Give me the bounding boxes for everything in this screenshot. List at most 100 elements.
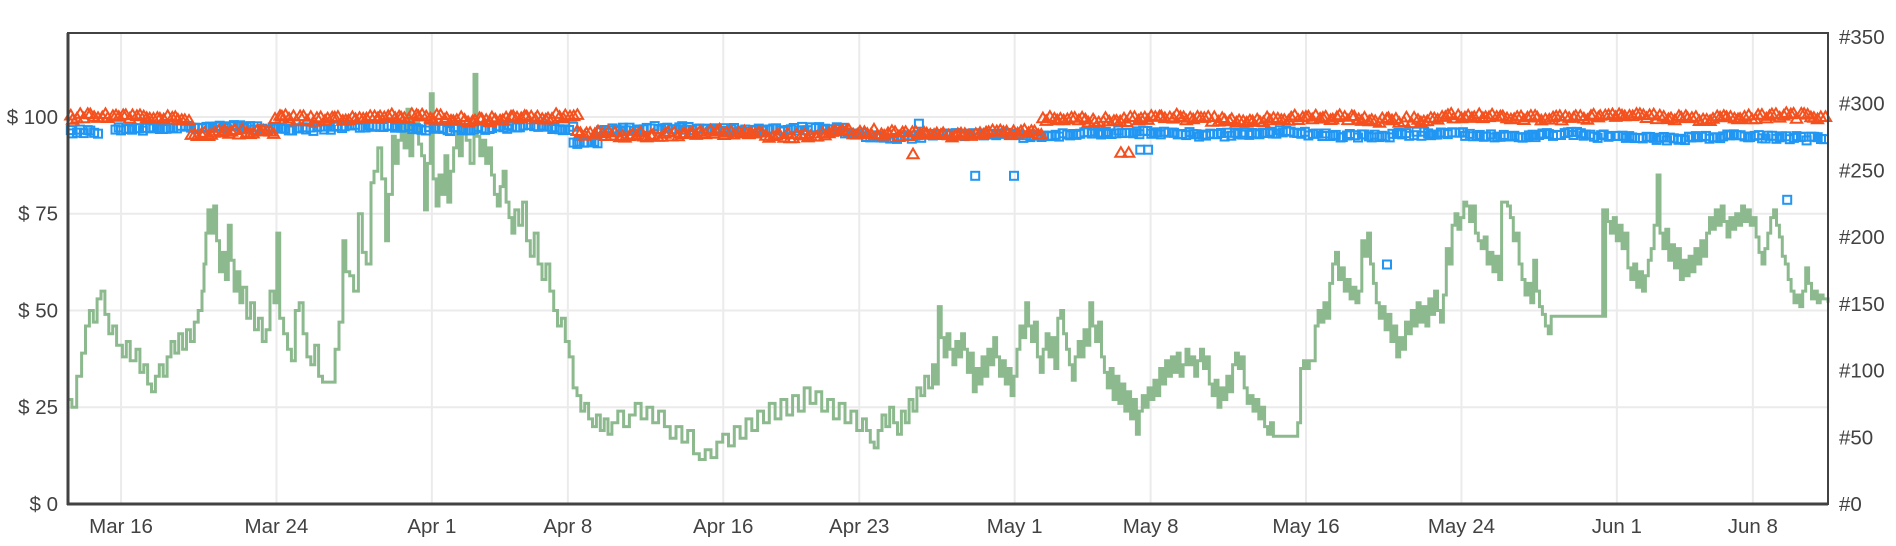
triangle-marker: [1013, 123, 1029, 137]
plot-border: [67, 32, 1829, 505]
triangle-marker: [281, 110, 297, 124]
triangle-marker-series: [63, 105, 1833, 160]
x-axis-tick-label: Jun 8: [1728, 515, 1778, 538]
triangle-marker: [1121, 145, 1137, 158]
triangle-marker: [1440, 107, 1456, 120]
triangle-marker: [794, 127, 809, 141]
triangle-marker: [411, 108, 426, 122]
triangle-marker: [1632, 106, 1648, 119]
triangle-marker: [810, 128, 825, 142]
triangle-marker: [132, 107, 148, 121]
triangle-marker: [857, 124, 872, 137]
triangle-marker: [712, 121, 727, 135]
x-axis-tick-label: May 24: [1428, 515, 1495, 538]
triangle-marker: [1357, 110, 1372, 123]
right-axis-tick-label: #300: [1839, 93, 1885, 116]
triangle-marker: [1245, 113, 1260, 127]
triangle-marker: [1270, 111, 1286, 124]
square-marker: [1690, 131, 1701, 142]
triangle-marker: [224, 124, 239, 137]
triangle-marker: [628, 128, 644, 141]
triangle-marker: [1426, 110, 1442, 124]
x-axis-tick-label: May 16: [1272, 515, 1339, 538]
square-marker: [1143, 144, 1154, 155]
left-axis-tick-label: $ 0: [30, 493, 59, 516]
triangle-marker: [981, 124, 996, 137]
triangle-marker: [615, 128, 630, 141]
price-step-line: [68, 72, 1830, 461]
triangle-marker: [359, 110, 374, 124]
square-marker: [1578, 130, 1589, 141]
x-axis-tick-label: Mar 16: [89, 515, 153, 538]
square-marker: [93, 128, 103, 139]
triangle-marker: [266, 126, 282, 139]
square-marker: [1191, 129, 1202, 140]
triangle-marker: [194, 126, 209, 140]
triangle-marker: [1533, 112, 1549, 126]
triangle-marker: [1716, 108, 1732, 121]
triangle-marker: [239, 124, 255, 138]
square-marker: [970, 170, 981, 181]
triangle-marker: [1481, 109, 1497, 123]
right-axis-tick-label: #200: [1839, 226, 1885, 249]
triangle-marker: [1112, 113, 1128, 127]
triangle-marker: [330, 109, 346, 122]
triangle-marker: [1457, 109, 1473, 123]
right-axis-tick-labels: #0 #50 #100 #150 #200 #250 #300 #350: [1839, 26, 1885, 516]
triangle-marker: [992, 122, 1008, 136]
left-axis-tick-label: $ 100: [7, 106, 58, 129]
gridlines: [68, 33, 1828, 504]
triangle-marker: [1737, 109, 1752, 122]
square-marker: [1146, 128, 1157, 139]
triangle-marker: [423, 110, 438, 124]
right-axis-tick-label: #100: [1839, 360, 1885, 383]
x-axis-tick-labels: Mar 16 Mar 24 Apr 1 Apr 8 Apr 16 Apr 23 May 1 M…: [89, 515, 1778, 538]
triangle-marker: [607, 124, 623, 138]
triangle-marker: [734, 125, 749, 139]
left-axis-tick-labels: $ 0 $ 25 $ 50 $ 75 $ 100: [7, 106, 58, 516]
triangle-marker: [769, 128, 784, 141]
x-axis-tick-label: May 1: [987, 515, 1043, 538]
triangle-marker: [380, 108, 396, 121]
right-axis-tick-label: #250: [1839, 159, 1885, 182]
triangle-marker: [1074, 109, 1090, 123]
triangle-marker: [181, 113, 197, 126]
triangle-marker: [156, 111, 172, 125]
square-marker: [572, 138, 583, 149]
triangle-marker: [566, 108, 582, 122]
square-marker: [1374, 132, 1385, 143]
plot-frame: [66, 32, 1829, 506]
triangle-marker: [1033, 127, 1049, 140]
triangle-marker: [1329, 109, 1345, 123]
triangle-marker: [569, 123, 585, 136]
triangle-marker: [449, 112, 465, 125]
triangle-marker: [1583, 108, 1599, 121]
triangle-marker: [1262, 112, 1278, 126]
x-axis-tick-label: Jun 1: [1592, 515, 1642, 538]
triangle-marker: [1364, 112, 1380, 125]
left-axis-tick-label: $ 25: [18, 396, 58, 419]
x-axis-tick-label: Mar 24: [245, 515, 309, 538]
right-axis-tick-label: #150: [1839, 293, 1885, 316]
triangle-marker: [947, 128, 963, 141]
triangle-marker: [108, 107, 124, 121]
x-axis-tick-label: Apr 8: [543, 515, 592, 538]
triangle-marker: [1438, 109, 1453, 122]
square-marker: [1760, 133, 1771, 144]
triangle-marker: [905, 146, 921, 160]
triangle-marker: [919, 125, 935, 139]
square-marker: [1009, 170, 1019, 181]
triangle-marker: [1399, 109, 1414, 123]
square-marker: [1662, 135, 1672, 146]
right-axis-tick-label: #50: [1839, 426, 1873, 449]
triangle-marker: [1611, 106, 1627, 120]
triangle-marker: [771, 126, 787, 140]
triangle-marker: [1446, 110, 1461, 124]
triangle-marker: [348, 111, 363, 125]
triangle-marker: [570, 107, 585, 120]
triangle-marker: [800, 129, 816, 143]
triangle-marker: [215, 124, 230, 138]
x-axis-tick-label: Apr 1: [407, 515, 456, 538]
